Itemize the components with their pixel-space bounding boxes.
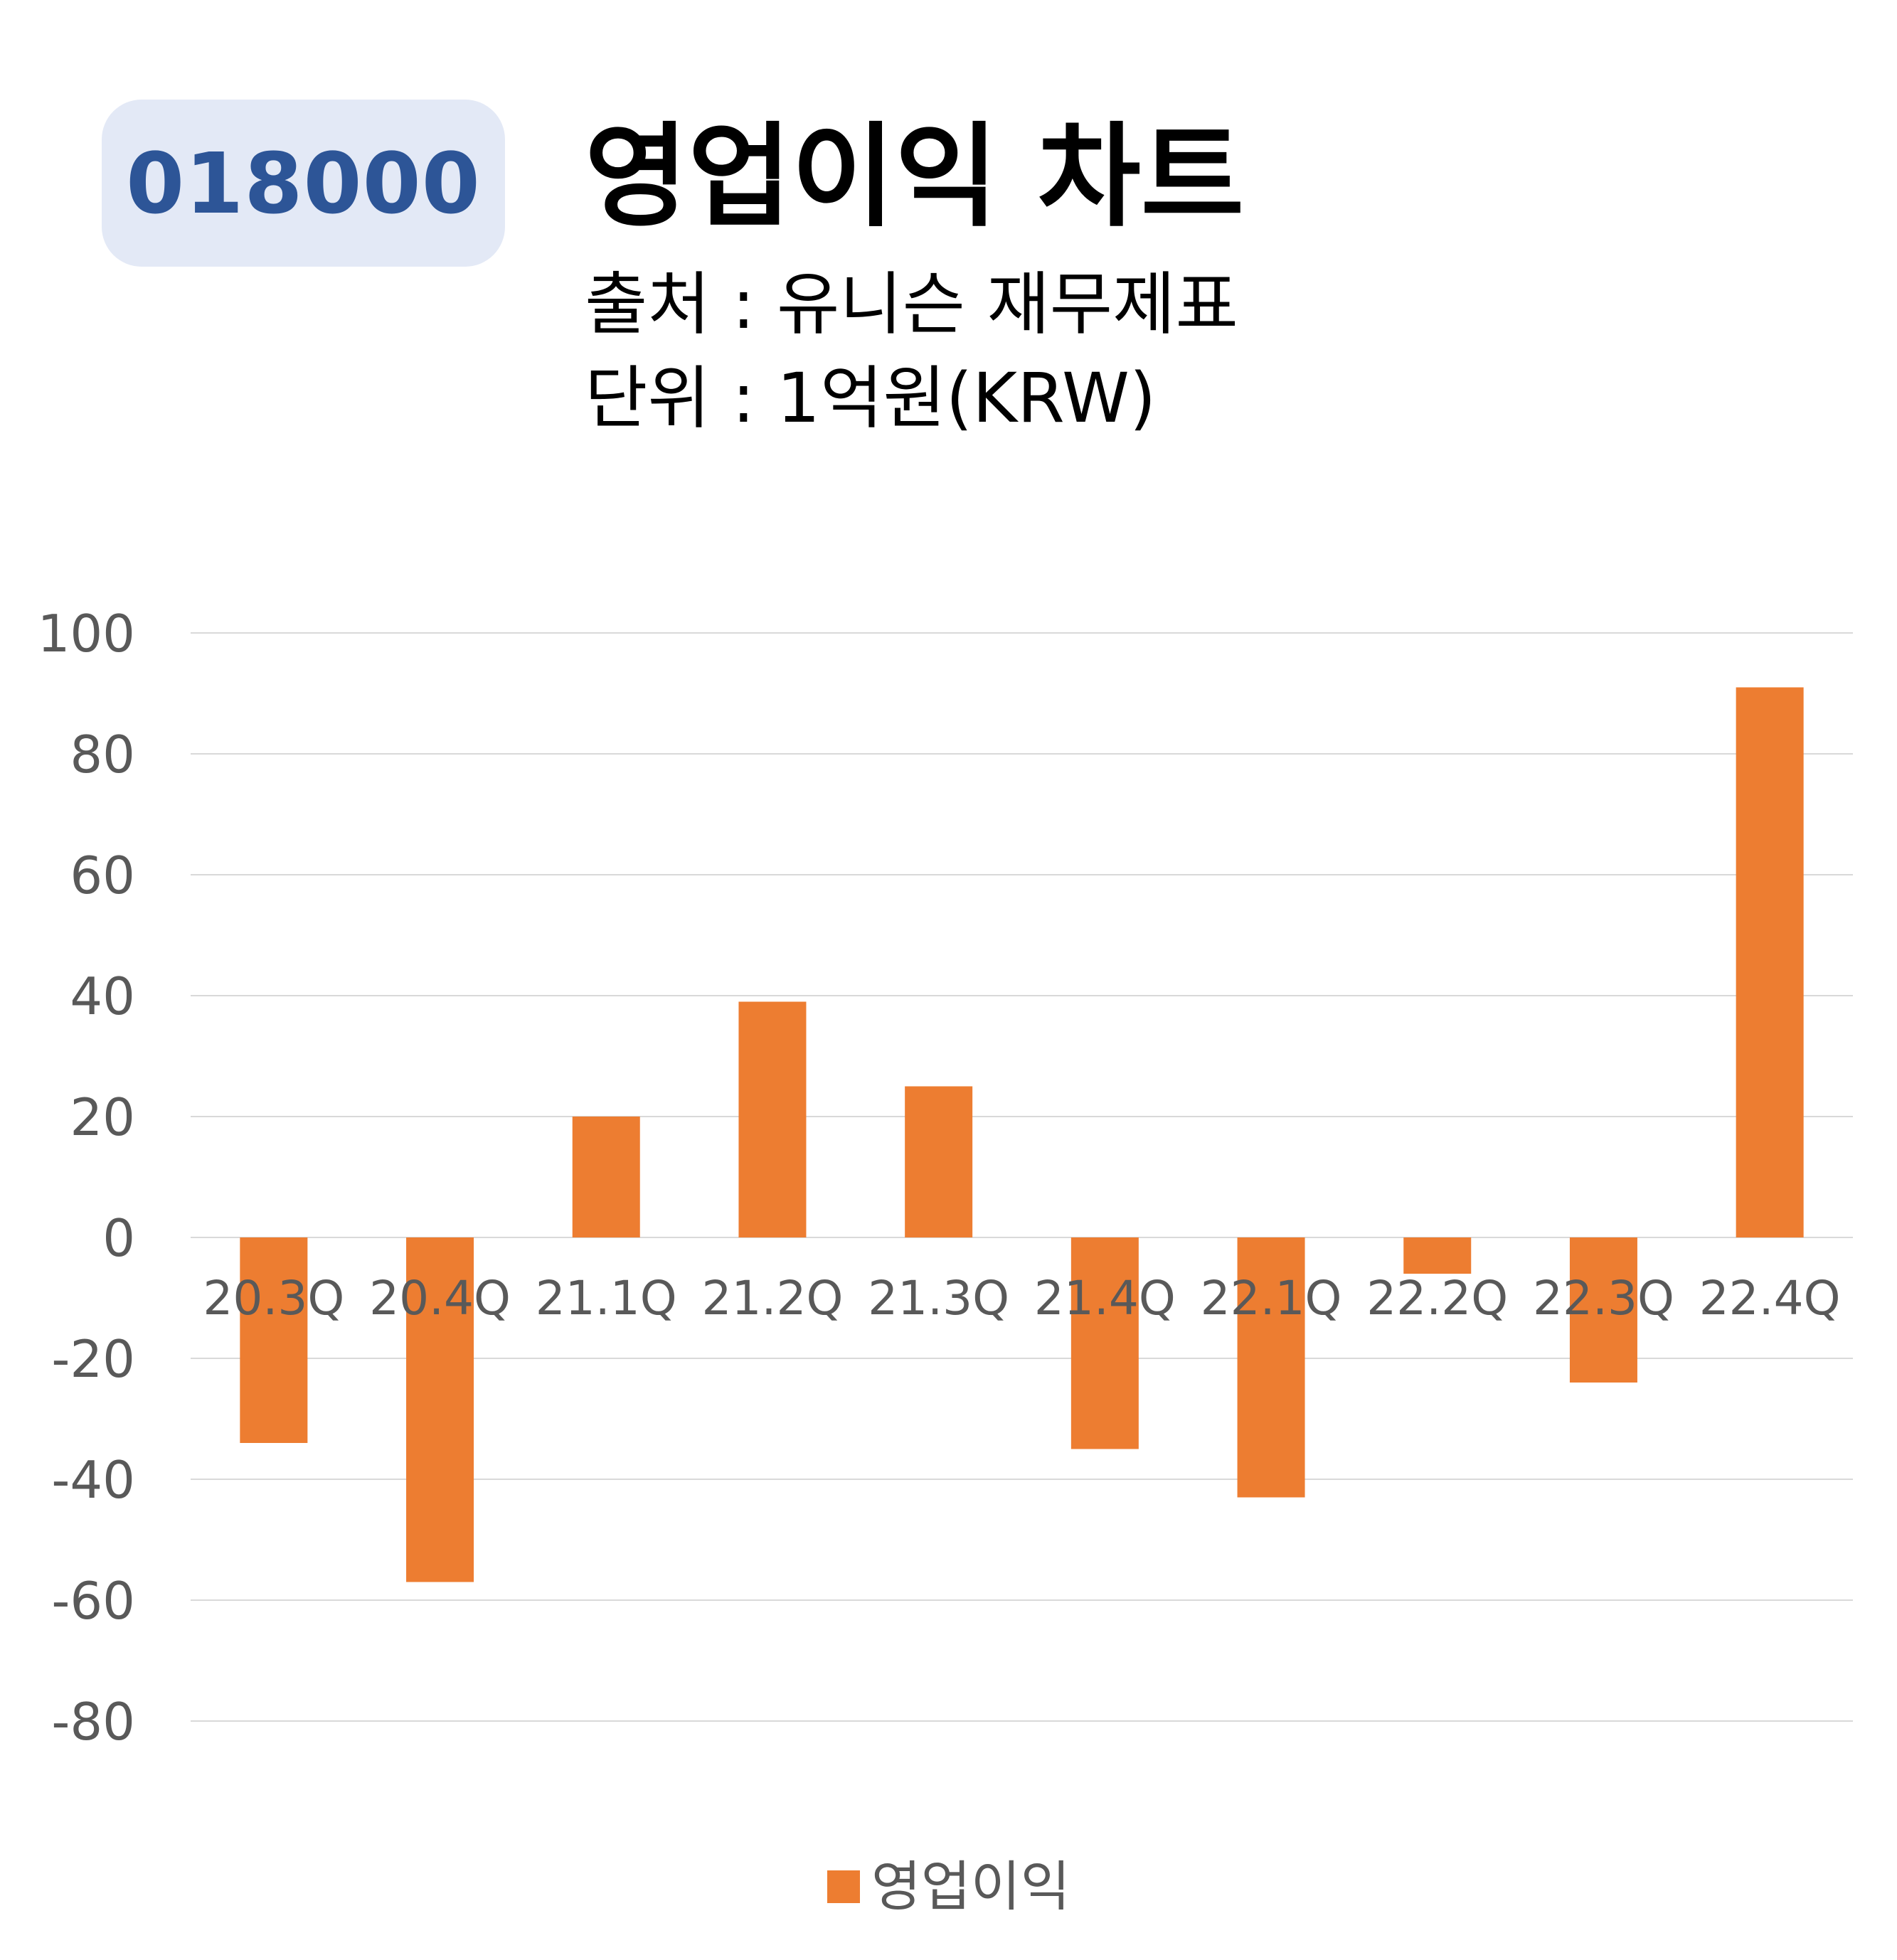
source-text: 출처 : 유니슨 재무제표 (585, 265, 1238, 344)
bar (1736, 687, 1804, 1237)
legend-label: 영업이익 (871, 1855, 1070, 1918)
y-tick-label: -60 (51, 1571, 135, 1631)
legend-swatch (827, 1870, 860, 1903)
y-tick-label: -40 (51, 1450, 135, 1510)
y-tick-label: 60 (70, 846, 135, 905)
bar (240, 1237, 308, 1443)
y-tick-label: -20 (51, 1329, 135, 1389)
x-tick-label: 21.2Q (701, 1271, 843, 1326)
x-tick-label: 22.2Q (1366, 1271, 1508, 1326)
ticker-badge: 018000 (102, 100, 505, 267)
bar (1569, 1237, 1637, 1383)
bar (1070, 1237, 1139, 1449)
bar (572, 1117, 640, 1237)
x-tick-label: 20.3Q (203, 1271, 344, 1326)
bar (905, 1086, 973, 1237)
x-tick-label: 21.3Q (868, 1271, 1009, 1326)
x-tick-label: 22.4Q (1699, 1271, 1841, 1326)
x-tick-label: 21.4Q (1034, 1271, 1176, 1326)
unit-text: 단위 : 1억원(KRW) (585, 358, 1157, 438)
legend: 영업이익 (827, 1860, 1070, 1914)
x-tick-label: 22.3Q (1533, 1271, 1674, 1326)
y-tick-label: 0 (102, 1208, 135, 1268)
y-tick-label: 100 (38, 604, 135, 664)
bar (1237, 1237, 1305, 1498)
y-tick-label: 80 (70, 725, 135, 784)
bar (738, 1001, 807, 1237)
ticker-code: 018000 (126, 134, 481, 233)
x-tick-label: 20.4Q (369, 1271, 511, 1326)
y-tick-label: 20 (70, 1087, 135, 1147)
chart-title: 영업이익 차트 (585, 112, 1245, 243)
x-tick-label: 22.1Q (1201, 1271, 1342, 1326)
x-tick-label: 21.1Q (536, 1271, 677, 1326)
bar (1403, 1237, 1472, 1274)
y-tick-label: -80 (51, 1692, 135, 1752)
bar (406, 1237, 474, 1582)
y-tick-label: 40 (70, 966, 135, 1026)
